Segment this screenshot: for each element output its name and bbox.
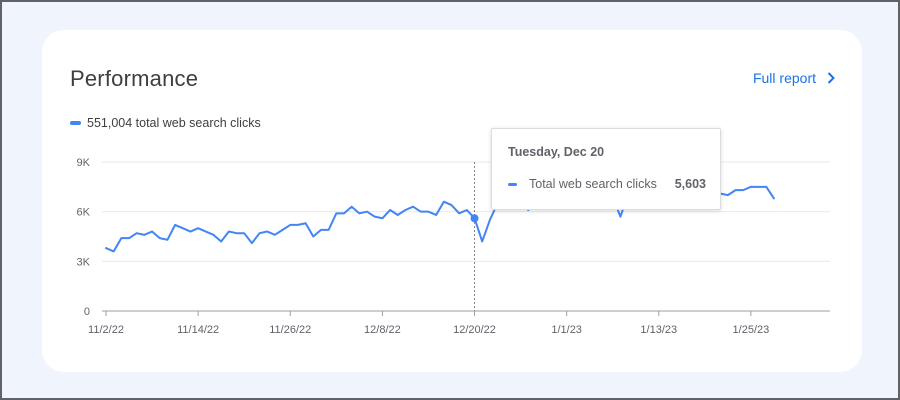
x-tick-label: 1/13/23 [640,324,677,336]
x-tick-label: 12/20/22 [453,324,496,336]
legend-label: 551,004 total web search clicks [87,116,261,130]
tooltip-value: 5,603 [674,177,706,191]
tooltip-swatch [508,182,517,186]
x-tick-label: 11/26/22 [269,324,311,336]
full-report-label: Full report [752,70,816,86]
x-tick-label: 1/25/23 [733,324,770,336]
chart-tooltip: Tuesday, Dec 20 Total web search clicks … [491,128,721,210]
tooltip-row: Total web search clicks 5,603 [508,177,706,191]
y-tick-label: 0 [84,306,90,318]
x-tick-label: 11/14/22 [177,324,219,336]
x-tick-label: 1/1/23 [551,324,582,336]
card-title: Performance [70,66,199,91]
x-tick-label: 11/2/22 [88,324,124,336]
tooltip-date: Tuesday, Dec 20 [508,145,605,159]
performance-card: Performance Full report 551,004 total we… [42,30,862,372]
chart-legend: 551,004 total web search clicks [70,116,261,130]
full-report-link[interactable]: Full report [753,70,838,86]
hover-point [470,214,479,223]
y-tick-label: 6K [77,207,91,219]
y-tick-label: 3K [77,256,91,268]
tooltip-series-label: Total web search clicks [529,177,657,191]
chevron-right-icon [827,72,835,84]
x-tick-label: 12/8/22 [364,324,401,336]
legend-swatch [70,121,81,125]
y-tick-label: 9K [77,157,91,169]
